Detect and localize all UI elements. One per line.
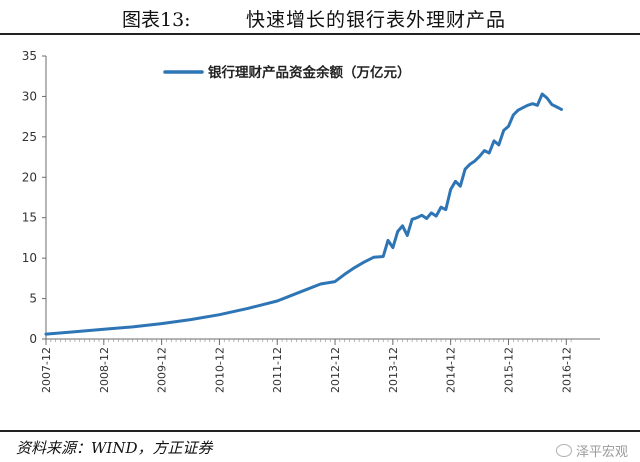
data-point xyxy=(502,129,505,132)
y-tick-label: 30 xyxy=(22,89,37,103)
data-point xyxy=(131,325,134,329)
data-point xyxy=(73,330,77,333)
x-tick-label: 2011-12 xyxy=(271,347,284,393)
data-point xyxy=(276,299,279,303)
y-tick-label: 10 xyxy=(22,251,37,265)
data-point xyxy=(497,143,500,147)
data-point xyxy=(516,109,520,112)
figure-header: 图表13: 快速增长的银行表外理财产品 xyxy=(0,0,640,34)
data-point xyxy=(425,217,428,220)
data-point xyxy=(247,307,250,310)
data-point xyxy=(444,208,447,211)
data-point xyxy=(290,294,293,297)
data-point xyxy=(526,104,529,107)
data-point xyxy=(483,149,486,152)
data-point xyxy=(44,332,48,336)
data-point xyxy=(560,108,563,111)
x-tick-label: 2013-12 xyxy=(387,347,400,393)
data-point xyxy=(353,266,356,269)
data-point xyxy=(189,318,192,321)
x-tick-label: 2015-12 xyxy=(502,347,515,393)
data-point xyxy=(304,288,308,291)
data-point xyxy=(536,104,539,107)
y-tick-label: 0 xyxy=(29,332,37,346)
watermark: 泽平宏观 xyxy=(555,441,628,460)
y-tick-label: 5 xyxy=(29,292,37,306)
watermark-text: 泽平宏观 xyxy=(575,445,628,460)
data-point xyxy=(430,211,433,215)
data-point xyxy=(391,246,395,249)
data-point xyxy=(102,328,106,331)
data-point xyxy=(333,280,337,283)
data-point xyxy=(410,218,414,221)
data-point xyxy=(372,256,375,259)
data-point xyxy=(439,206,443,209)
data-point xyxy=(386,239,390,242)
data-point xyxy=(218,313,221,316)
data-point xyxy=(160,322,163,325)
data-point xyxy=(531,102,534,105)
data-point xyxy=(550,103,553,106)
data-point xyxy=(401,224,404,227)
data-point xyxy=(468,163,472,166)
y-tick-label: 25 xyxy=(22,130,37,144)
data-point xyxy=(488,151,491,155)
data-point xyxy=(478,155,481,158)
x-tick-label: 2008-12 xyxy=(98,347,111,393)
footer-rule xyxy=(0,430,640,432)
x-tick-label: 2016-12 xyxy=(560,347,573,393)
data-point xyxy=(420,214,423,217)
data-point xyxy=(492,139,496,143)
y-tick-label: 20 xyxy=(22,170,37,184)
data-point xyxy=(555,105,558,109)
figure-title: 快速增长的银行表外理财产品 xyxy=(246,9,507,31)
data-point xyxy=(343,273,346,276)
x-tick-label: 2007-12 xyxy=(40,347,53,393)
data-point xyxy=(459,185,462,188)
data-point xyxy=(449,188,452,191)
source-note: 资料来源：WIND，方正证券 xyxy=(16,439,213,457)
y-tick-label: 15 xyxy=(22,211,37,225)
data-point xyxy=(473,159,476,163)
header-rule xyxy=(0,33,640,35)
x-tick-label: 2014-12 xyxy=(445,347,458,393)
x-tick-label: 2012-12 xyxy=(329,347,342,393)
legend-label: 银行理财产品资金余额（万亿元） xyxy=(208,64,411,81)
series-line xyxy=(44,92,563,336)
data-point xyxy=(545,96,549,100)
line-chart: 0 5 10 15 20 25 30 35 2007-12 2008-12 2009-12 2010-… xyxy=(22,49,600,393)
data-point xyxy=(406,234,409,237)
data-point xyxy=(319,282,322,286)
x-tick-label: 2009-12 xyxy=(156,347,169,393)
data-point xyxy=(521,106,525,109)
data-point xyxy=(382,255,385,258)
wechat-icon xyxy=(555,444,572,457)
data-point xyxy=(415,216,419,219)
data-point xyxy=(512,113,515,117)
data-point xyxy=(396,230,399,233)
data-point xyxy=(362,261,366,264)
data-point xyxy=(454,180,457,183)
data-point xyxy=(507,125,510,128)
figure-label: 图表13: xyxy=(122,9,191,31)
data-point xyxy=(541,92,544,96)
data-point xyxy=(435,214,438,218)
y-tick-label: 35 xyxy=(22,49,37,63)
data-point xyxy=(463,168,467,171)
x-tick-label: 2010-12 xyxy=(213,347,226,393)
